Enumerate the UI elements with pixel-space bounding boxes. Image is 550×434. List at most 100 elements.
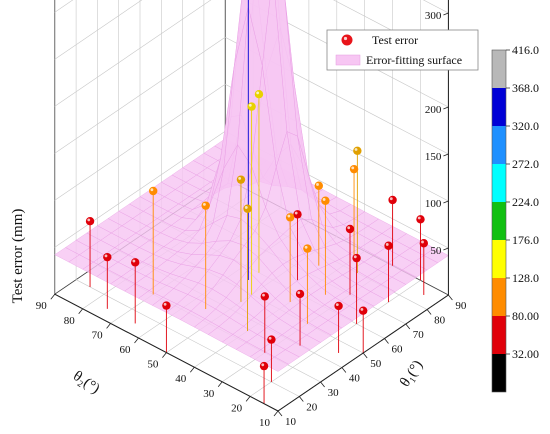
theta1-tick-label: 70 <box>413 329 425 341</box>
data-point-highlight <box>244 206 248 209</box>
data-point <box>254 90 264 99</box>
z-gridline <box>54 36 449 155</box>
theta2-tick-label: 40 <box>175 373 187 385</box>
data-point <box>103 252 112 262</box>
colorbar-segment <box>492 50 506 88</box>
data-point <box>162 301 171 310</box>
theta1-tick <box>362 352 368 359</box>
theta1-tick <box>320 381 325 388</box>
theta2-tick-label: 30 <box>203 388 215 400</box>
theta2-tick <box>217 381 223 388</box>
data-point-highlight <box>262 293 265 297</box>
z-tick <box>443 247 449 251</box>
theta2-tick-label: 80 <box>64 315 76 327</box>
colorbar-label: 32.00 <box>512 347 539 361</box>
theta1-tick <box>448 294 453 301</box>
theta1-tick-label: 50 <box>370 358 382 370</box>
legend-point-swatch <box>341 34 353 46</box>
data-point-highlight <box>389 197 393 201</box>
colorbar-label: 416.0 <box>512 43 539 57</box>
z-tick-label: 300 <box>425 10 442 22</box>
legend-label-test-error: Test error <box>372 33 418 47</box>
colorbar-segment <box>492 88 506 126</box>
z-tick <box>443 200 449 204</box>
data-point <box>201 201 210 210</box>
data-point-highlight <box>347 226 351 230</box>
theta1-tick-label: 30 <box>328 387 340 399</box>
theta2-tick <box>273 410 279 417</box>
colorbar-segment <box>492 202 506 240</box>
data-point <box>259 361 269 371</box>
theta1-tick <box>277 410 283 417</box>
data-point-highlight <box>248 103 252 107</box>
theta2-tick-label: 50 <box>147 359 159 371</box>
z-tick <box>443 12 449 16</box>
data-point-highlight <box>297 291 301 294</box>
data-point <box>131 258 140 267</box>
data-point <box>359 306 368 315</box>
colorbar-frame <box>491 49 507 393</box>
data-point-highlight <box>268 336 272 340</box>
data-point-highlight <box>203 202 206 206</box>
colorbar: 32.00 80.00 128.0 176.0 224.0 272.0 320.0 368.0… <box>491 43 539 393</box>
colorbar-label: 368.0 <box>512 81 539 95</box>
z-tick-label: 50 <box>430 245 442 257</box>
data-point <box>260 292 269 301</box>
legend-surface-swatch <box>335 54 361 66</box>
data-point <box>285 213 295 222</box>
data-point <box>295 289 305 299</box>
data-point <box>267 335 276 344</box>
legend: Test error Error-fitting surface <box>326 29 479 71</box>
theta2-tick-label: 20 <box>231 402 243 414</box>
colorbar-segment <box>492 164 506 202</box>
data-point-highlight <box>104 254 108 258</box>
colorbar-label: 176.0 <box>512 233 539 247</box>
theta2-tick <box>106 323 111 329</box>
data-point <box>85 217 95 226</box>
data-point <box>419 239 428 248</box>
data-point <box>416 215 425 224</box>
theta1-tick-label: 20 <box>306 402 318 414</box>
data-point <box>349 164 359 174</box>
colorbar-segment <box>492 278 506 316</box>
z-axis-title: Test error (mm) <box>10 209 26 304</box>
data-point <box>353 146 362 155</box>
colorbar-segment <box>492 354 506 392</box>
z-tick-label: 200 <box>425 104 442 116</box>
theta2-tick <box>78 308 84 315</box>
theta1-tick-label: 60 <box>392 344 404 356</box>
theta2-tick-label: 90 <box>36 300 48 312</box>
theta1-tick <box>341 367 347 373</box>
error-fitting-surface <box>54 0 449 372</box>
data-point-highlight <box>150 188 154 192</box>
theta2-tick <box>189 366 195 373</box>
data-point <box>243 204 252 213</box>
data-point-highlight <box>322 198 326 201</box>
colorbar-label: 80.00 <box>512 309 539 323</box>
data-point <box>236 175 246 184</box>
data-point-highlight <box>304 245 308 249</box>
data-point <box>321 196 330 205</box>
theta1-gridline <box>75 0 300 397</box>
colorbar-segment <box>492 316 506 354</box>
data-point-highlight <box>335 303 339 307</box>
data-point-highlight <box>287 214 291 218</box>
theta1-tick-label: 40 <box>349 373 361 385</box>
test-error-points <box>85 90 428 371</box>
theta2-tick-label: 60 <box>120 344 132 356</box>
z-tick <box>443 153 449 157</box>
theta2-tick-label: 70 <box>92 329 104 341</box>
colorbar-label: 128.0 <box>512 271 539 285</box>
data-point <box>149 186 158 196</box>
data-point <box>345 224 355 234</box>
colorbar-segment <box>492 126 506 164</box>
z-tick-label: 150 <box>425 151 442 163</box>
data-point-highlight <box>316 183 319 186</box>
theta2-tick-label: 10 <box>259 417 271 429</box>
theta2-tick <box>134 337 139 344</box>
theta1-tick-label: 90 <box>455 300 467 312</box>
data-point-highlight <box>385 243 389 246</box>
data-point-highlight <box>294 211 298 215</box>
data-point-highlight <box>238 176 242 180</box>
